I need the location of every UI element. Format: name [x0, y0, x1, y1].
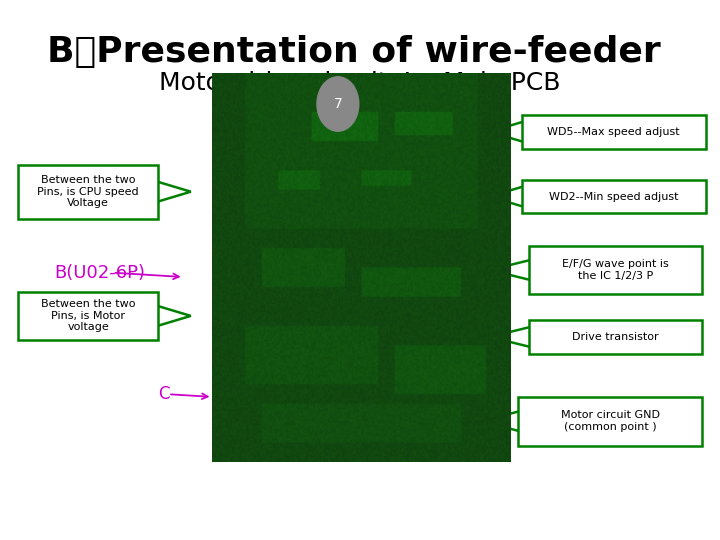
FancyBboxPatch shape	[529, 246, 702, 294]
Text: Motor circuit GND
(common point ): Motor circuit GND (common point )	[561, 410, 660, 432]
FancyBboxPatch shape	[522, 115, 706, 148]
FancyBboxPatch shape	[18, 292, 158, 340]
Text: Motor drive circuit  In  Main PCB: Motor drive circuit In Main PCB	[159, 71, 561, 95]
Text: B、Presentation of wire-feeder: B、Presentation of wire-feeder	[47, 35, 660, 69]
FancyBboxPatch shape	[529, 320, 702, 354]
FancyBboxPatch shape	[522, 180, 706, 213]
Circle shape	[317, 77, 359, 131]
Text: WD5--Max speed adjust: WD5--Max speed adjust	[547, 127, 680, 137]
Text: 7: 7	[333, 97, 342, 111]
Text: E/F/G wave point is
the IC 1/2/3 P: E/F/G wave point is the IC 1/2/3 P	[562, 259, 669, 281]
Text: Between the two
Pins, is CPU speed
Voltage: Between the two Pins, is CPU speed Volta…	[37, 175, 139, 208]
FancyBboxPatch shape	[518, 397, 702, 445]
Text: A: A	[215, 183, 226, 201]
Text: B(U02-6P): B(U02-6P)	[54, 264, 145, 282]
Text: D: D	[270, 447, 283, 465]
Text: WD2--Min speed adjust: WD2--Min speed adjust	[549, 192, 678, 201]
Text: Drive transistor: Drive transistor	[572, 332, 659, 342]
Text: Between the two
Pins, is Motor
voltage: Between the two Pins, is Motor voltage	[41, 299, 135, 333]
FancyBboxPatch shape	[18, 165, 158, 219]
Text: C: C	[158, 385, 170, 403]
